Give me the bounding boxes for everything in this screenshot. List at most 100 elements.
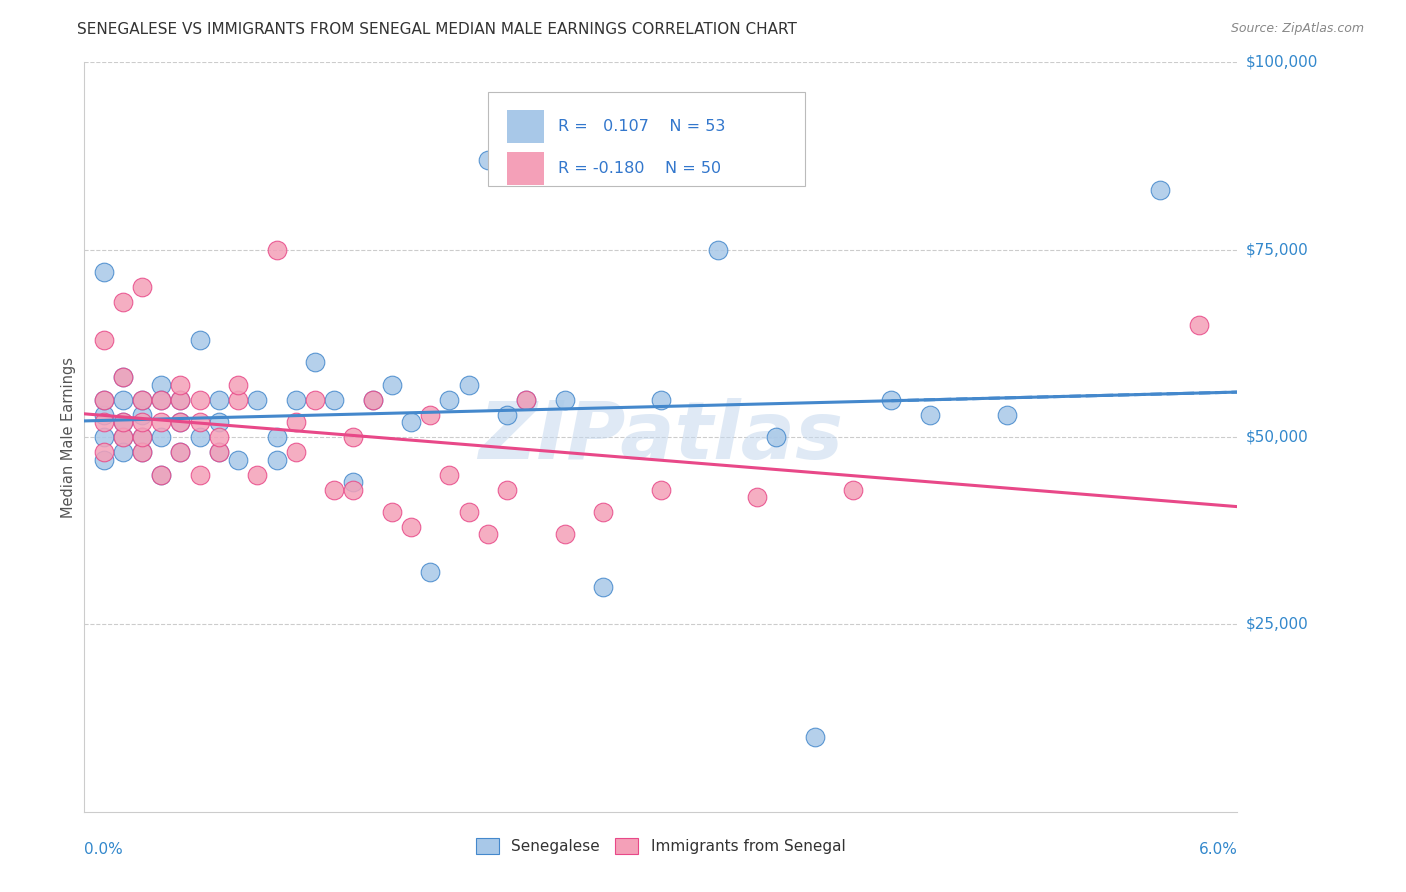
Point	[765, 430, 787, 444]
Point	[323, 483, 346, 497]
Point	[650, 392, 672, 407]
Text: 6.0%: 6.0%	[1198, 842, 1237, 857]
Point	[208, 430, 231, 444]
Point	[266, 452, 288, 467]
Point	[266, 430, 288, 444]
Point	[361, 392, 384, 407]
Point	[93, 392, 115, 407]
Point	[304, 392, 326, 407]
Legend: Senegalese, Immigrants from Senegal: Senegalese, Immigrants from Senegal	[470, 832, 852, 860]
Point	[284, 445, 307, 459]
Point	[131, 430, 153, 444]
Point	[111, 430, 134, 444]
Point	[515, 392, 537, 407]
FancyBboxPatch shape	[508, 152, 544, 186]
Point	[169, 445, 191, 459]
Point	[880, 392, 903, 407]
Point	[131, 392, 153, 407]
Point	[399, 520, 422, 534]
Text: SENEGALESE VS IMMIGRANTS FROM SENEGAL MEDIAN MALE EARNINGS CORRELATION CHART: SENEGALESE VS IMMIGRANTS FROM SENEGAL ME…	[77, 22, 797, 37]
Point	[111, 392, 134, 407]
Point	[918, 408, 941, 422]
Point	[1188, 318, 1211, 332]
Point	[169, 392, 191, 407]
Point	[188, 415, 211, 429]
Point	[304, 355, 326, 369]
Point	[419, 565, 441, 579]
Point	[208, 445, 231, 459]
Point	[150, 430, 173, 444]
Point	[381, 505, 404, 519]
Point	[439, 467, 461, 482]
Point	[131, 408, 153, 422]
Point	[745, 490, 768, 504]
Point	[150, 467, 173, 482]
Point	[496, 483, 519, 497]
Text: 0.0%: 0.0%	[84, 842, 124, 857]
Point	[496, 408, 519, 422]
Point	[169, 445, 191, 459]
Point	[150, 392, 173, 407]
Point	[477, 153, 499, 167]
Point	[188, 392, 211, 407]
FancyBboxPatch shape	[508, 110, 544, 144]
Point	[169, 392, 191, 407]
Point	[131, 445, 153, 459]
Point	[226, 392, 249, 407]
Point	[93, 392, 115, 407]
Text: $50,000: $50,000	[1246, 430, 1309, 444]
Y-axis label: Median Male Earnings: Median Male Earnings	[60, 357, 76, 517]
Text: ZIPatlas: ZIPatlas	[478, 398, 844, 476]
Point	[361, 392, 384, 407]
Point	[169, 377, 191, 392]
Point	[131, 392, 153, 407]
Point	[399, 415, 422, 429]
Point	[342, 475, 364, 489]
Point	[246, 392, 269, 407]
Point	[1149, 183, 1171, 197]
Point	[226, 377, 249, 392]
Point	[208, 392, 231, 407]
Point	[554, 392, 576, 407]
Point	[111, 370, 134, 384]
Point	[226, 452, 249, 467]
Point	[477, 527, 499, 541]
Point	[457, 377, 479, 392]
Point	[111, 430, 134, 444]
FancyBboxPatch shape	[488, 93, 806, 186]
Point	[208, 445, 231, 459]
Point	[457, 505, 479, 519]
Point	[246, 467, 269, 482]
Text: $75,000: $75,000	[1246, 243, 1309, 257]
Point	[419, 408, 441, 422]
Point	[650, 483, 672, 497]
Point	[93, 430, 115, 444]
Point	[842, 483, 865, 497]
Point	[995, 408, 1018, 422]
Point	[188, 467, 211, 482]
Point	[169, 415, 191, 429]
Point	[93, 333, 115, 347]
Point	[169, 415, 191, 429]
Point	[342, 430, 364, 444]
Point	[707, 243, 730, 257]
Point	[150, 377, 173, 392]
Text: $100,000: $100,000	[1246, 55, 1317, 70]
Point	[284, 415, 307, 429]
Point	[208, 415, 231, 429]
Point	[131, 415, 153, 429]
Point	[150, 392, 173, 407]
Point	[592, 505, 614, 519]
Point	[592, 580, 614, 594]
Point	[284, 392, 307, 407]
Point	[439, 392, 461, 407]
Point	[131, 445, 153, 459]
Point	[342, 483, 364, 497]
Point	[131, 430, 153, 444]
Point	[150, 467, 173, 482]
Text: R = -0.180    N = 50: R = -0.180 N = 50	[558, 161, 721, 176]
Text: R =   0.107    N = 53: R = 0.107 N = 53	[558, 119, 725, 134]
Point	[111, 415, 134, 429]
Point	[93, 265, 115, 279]
Point	[803, 730, 825, 744]
